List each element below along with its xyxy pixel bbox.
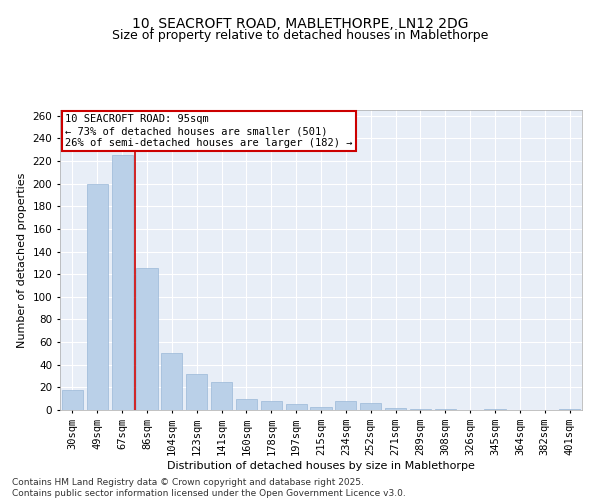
Text: 10 SEACROFT ROAD: 95sqm
← 73% of detached houses are smaller (501)
26% of semi-d: 10 SEACROFT ROAD: 95sqm ← 73% of detache… [65, 114, 353, 148]
Bar [186, 374, 207, 410]
Bar [410, 409, 431, 410]
Bar [236, 398, 257, 410]
Bar [87, 184, 108, 410]
Bar [360, 403, 381, 410]
Bar [211, 382, 232, 410]
Bar [435, 409, 456, 410]
Bar [559, 409, 580, 410]
Bar [161, 354, 182, 410]
Text: Contains HM Land Registry data © Crown copyright and database right 2025.
Contai: Contains HM Land Registry data © Crown c… [12, 478, 406, 498]
Text: 10, SEACROFT ROAD, MABLETHORPE, LN12 2DG: 10, SEACROFT ROAD, MABLETHORPE, LN12 2DG [132, 18, 468, 32]
Bar [261, 401, 282, 410]
Bar [286, 404, 307, 410]
Text: Size of property relative to detached houses in Mablethorpe: Size of property relative to detached ho… [112, 29, 488, 42]
Bar [335, 401, 356, 410]
Y-axis label: Number of detached properties: Number of detached properties [17, 172, 27, 348]
X-axis label: Distribution of detached houses by size in Mablethorpe: Distribution of detached houses by size … [167, 460, 475, 470]
Bar [112, 156, 133, 410]
Bar [136, 268, 158, 410]
Bar [62, 390, 83, 410]
Bar [484, 409, 506, 410]
Bar [385, 408, 406, 410]
Bar [310, 406, 332, 410]
